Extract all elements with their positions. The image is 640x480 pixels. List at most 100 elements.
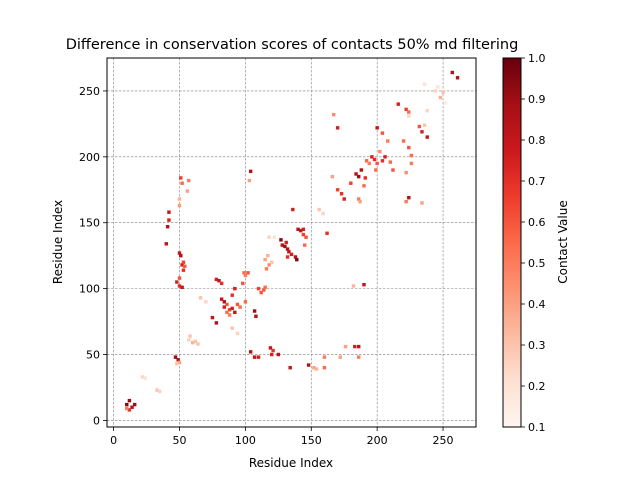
- contact-cell: [422, 123, 427, 127]
- contact-cell: [325, 231, 329, 235]
- contact-cell: [256, 286, 261, 291]
- contact-cell: [312, 365, 316, 370]
- contact-cell: [254, 314, 258, 319]
- contact-cell: [380, 131, 385, 135]
- contact-cell: [198, 296, 203, 300]
- contact-cell: [407, 195, 411, 200]
- contact-cell: [302, 243, 307, 247]
- plot-area: [107, 58, 476, 427]
- contact-cell: [235, 331, 240, 336]
- contact-cell: [443, 101, 448, 105]
- chart-title: Difference in conservation scores of con…: [66, 37, 519, 53]
- contact-cell: [179, 253, 183, 258]
- contact-cell: [177, 251, 182, 255]
- contact-cell: [248, 350, 253, 354]
- x-tick-label: 0: [110, 434, 117, 447]
- contact-cell: [409, 153, 414, 158]
- colorbar-label: Contact Value: [556, 200, 570, 283]
- contact-cell: [188, 334, 192, 338]
- contact-cell: [380, 159, 385, 163]
- contact-cell: [179, 176, 183, 180]
- contact-cell: [175, 280, 179, 284]
- contact-cell: [285, 255, 290, 259]
- contact-cell: [181, 268, 186, 272]
- contact-cell: [181, 260, 186, 264]
- contact-cell: [407, 114, 411, 118]
- x-tick-label: 100: [235, 434, 256, 447]
- contact-cell: [354, 172, 358, 176]
- contact-cell: [175, 362, 179, 366]
- contact-cell: [262, 288, 266, 292]
- y-tick-label: 100: [79, 283, 100, 296]
- contact-cell: [130, 405, 134, 409]
- contact-cell: [267, 263, 271, 267]
- plot-frame: [106, 57, 477, 428]
- contact-cell: [291, 207, 295, 212]
- contact-cell: [186, 178, 191, 183]
- contact-cell: [246, 271, 250, 275]
- contact-cell: [180, 285, 184, 290]
- contact-cell: [242, 271, 246, 275]
- contact-cell: [296, 227, 300, 232]
- contact-cell: [185, 189, 190, 193]
- contact-cell: [342, 197, 346, 201]
- y-tick-label: 150: [79, 217, 100, 230]
- contact-cell: [407, 110, 411, 114]
- contact-cell: [378, 149, 382, 154]
- contact-cell: [425, 135, 429, 139]
- contact-cell: [404, 107, 408, 112]
- contact-cell: [271, 348, 275, 353]
- contact-cell: [252, 355, 257, 359]
- x-axis-label: Residue Index: [249, 456, 333, 470]
- contact-cell: [177, 203, 182, 208]
- contact-cell: [165, 224, 170, 229]
- colorbar-tick-label: 0.3: [528, 339, 546, 352]
- contact-cell: [177, 284, 182, 288]
- contact-cell: [214, 277, 219, 282]
- contact-cell: [177, 197, 182, 201]
- contact-cell: [284, 240, 288, 245]
- contact-cell: [356, 344, 361, 349]
- y-tick-label: 0: [93, 414, 100, 427]
- contact-cell: [243, 300, 248, 304]
- contact-cell: [222, 300, 227, 304]
- contact-cell: [270, 352, 274, 357]
- contact-cell: [266, 253, 270, 258]
- contact-cell: [125, 402, 129, 407]
- contact-cell: [335, 126, 340, 130]
- contact-cell: [177, 360, 182, 365]
- contact-cell: [252, 309, 257, 313]
- contact-cell: [263, 285, 267, 290]
- contact-cell: [293, 255, 298, 259]
- contact-cell: [217, 279, 221, 283]
- colorbar-tick-label: 0.5: [528, 257, 546, 270]
- contact-cell: [132, 402, 137, 407]
- y-tick-label: 50: [86, 349, 100, 362]
- contact-cell: [204, 300, 208, 304]
- contact-cell: [343, 344, 348, 349]
- y-axis-label: Residue Index: [51, 200, 65, 284]
- contact-cell: [401, 139, 406, 143]
- contact-cell: [441, 90, 445, 94]
- y-tick-label: 200: [79, 151, 100, 164]
- contact-cell: [264, 267, 269, 271]
- contact-cells: [125, 70, 460, 412]
- colorbar-tick-label: 0.7: [528, 175, 546, 188]
- contact-cell: [351, 284, 356, 288]
- contact-cell: [370, 155, 374, 159]
- contact-cell: [263, 257, 267, 262]
- contact-cell: [268, 346, 273, 350]
- contact-cell: [331, 112, 336, 117]
- contact-cell: [339, 192, 344, 196]
- contact-cell: [279, 238, 283, 242]
- contact-cell: [288, 365, 292, 370]
- contact-cell: [158, 389, 162, 394]
- contact-cell: [233, 310, 237, 315]
- contact-cell: [349, 181, 353, 185]
- contact-cell: [301, 227, 306, 232]
- contact-cell: [322, 355, 327, 359]
- contact-cell: [455, 76, 460, 80]
- contact-cell: [417, 124, 422, 129]
- contact-cell: [176, 358, 180, 362]
- contact-cell: [180, 263, 184, 267]
